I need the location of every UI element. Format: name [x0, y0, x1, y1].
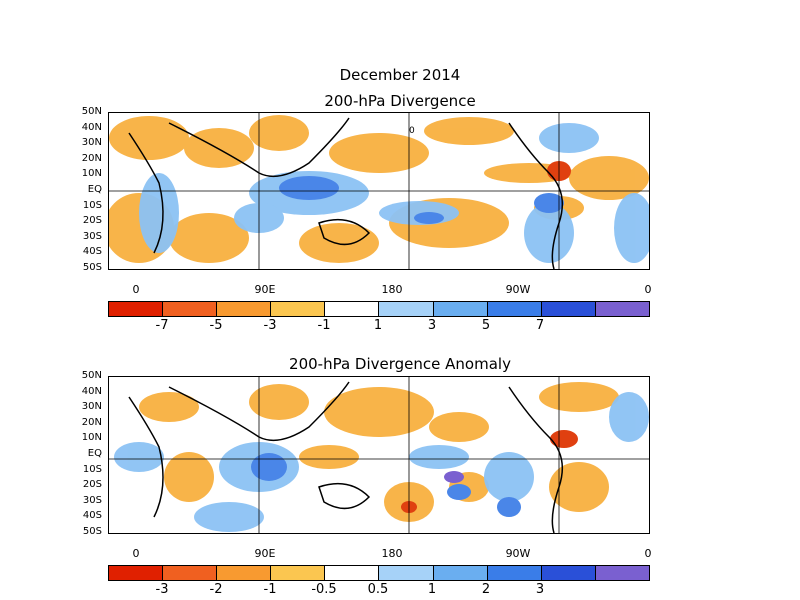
colorbar-tick-label: 0.5	[367, 582, 389, 597]
lat-label: 40N	[81, 385, 102, 397]
lat-label: 30N	[81, 401, 102, 413]
lat-label: 30S	[82, 494, 102, 506]
lat-label: 20N	[81, 416, 102, 428]
colorbar-anomaly	[108, 565, 650, 581]
colorbar-segment	[541, 566, 596, 580]
divergence-anomaly-map	[108, 376, 650, 534]
lat-label: EQ	[87, 448, 102, 459]
lon-label: 0	[132, 283, 140, 296]
lat-label: EQ	[87, 184, 102, 195]
colorbar-segment	[271, 302, 326, 316]
divergence-map-canvas: 0	[109, 113, 649, 269]
lat-label: 20N	[81, 152, 102, 164]
panel2-title: 200-hPa Divergence Anomaly	[289, 355, 511, 373]
colorbar-divergence	[108, 301, 650, 317]
colorbar-tick-label: 1	[427, 582, 437, 597]
lat-label: 50N	[81, 106, 102, 117]
colorbar-segment	[109, 302, 164, 316]
divergence-map: 0	[108, 112, 650, 270]
colorbar-segment	[163, 566, 218, 580]
colorbar-tick-label: 5	[481, 318, 491, 333]
divergence-anomaly-map-canvas	[109, 377, 649, 533]
colorbar-segment	[595, 566, 649, 580]
colorbar-segment	[217, 302, 272, 316]
colorbar-segment	[325, 566, 380, 580]
lon-label: 90E	[254, 283, 276, 296]
colorbar-segment	[271, 566, 326, 580]
lat-label: 10N	[81, 432, 102, 444]
colorbar-tick-label: -2	[209, 582, 223, 597]
lon-label: 90W	[505, 283, 531, 296]
lat-label: 10S	[82, 463, 102, 475]
lat-label: 50S	[82, 262, 102, 273]
colorbar-tick-label: -5	[209, 318, 223, 333]
colorbar-tick-label: -1	[263, 582, 277, 597]
colorbar-segment	[379, 566, 434, 580]
colorbar-segment	[217, 566, 272, 580]
lat-label: 10S	[82, 199, 102, 211]
lat-label: 40S	[82, 246, 102, 258]
lon-label: 0	[132, 547, 140, 560]
lat-label: 40N	[81, 121, 102, 133]
colorbar-segment	[325, 302, 380, 316]
lon-label: 180	[381, 547, 403, 560]
lat-label: 20S	[82, 215, 102, 227]
lon-label: 90E	[254, 547, 276, 560]
colorbar-segment	[487, 566, 542, 580]
colorbar-segment	[433, 566, 488, 580]
colorbar-segment	[109, 566, 164, 580]
colorbar-tick-label: 3	[535, 582, 545, 597]
contour-label: 0	[409, 126, 415, 136]
lon-label: 0	[644, 547, 652, 560]
lon-label: 180	[381, 283, 403, 296]
colorbar-tick-label: -3	[263, 318, 277, 333]
colorbar-segment	[163, 302, 218, 316]
lat-label: 40S	[82, 510, 102, 522]
lat-label: 30N	[81, 137, 102, 149]
lat-label: 50S	[82, 526, 102, 537]
figure-title: December 2014	[339, 66, 461, 84]
colorbar-tick-label: 1	[373, 318, 383, 333]
lat-label: 10N	[81, 168, 102, 180]
colorbar-tick-label: -3	[155, 582, 169, 597]
colorbar-tick-label: 2	[481, 582, 491, 597]
colorbar-segment	[541, 302, 596, 316]
colorbar-tick-label: -0.5	[311, 582, 337, 597]
panel1-title: 200-hPa Divergence	[324, 92, 476, 110]
colorbar-tick-label: -1	[317, 318, 331, 333]
colorbar-segment	[433, 302, 488, 316]
lat-label: 20S	[82, 479, 102, 491]
colorbar-segment	[595, 302, 649, 316]
lon-label: 0	[644, 283, 652, 296]
lon-label: 90W	[505, 547, 531, 560]
lat-label: 30S	[82, 230, 102, 242]
colorbar-segment	[487, 302, 542, 316]
colorbar-segment	[379, 302, 434, 316]
colorbar-tick-label: -7	[155, 318, 169, 333]
colorbar-tick-label: 7	[535, 318, 545, 333]
colorbar-tick-label: 3	[427, 318, 437, 333]
lat-label: 50N	[81, 370, 102, 381]
